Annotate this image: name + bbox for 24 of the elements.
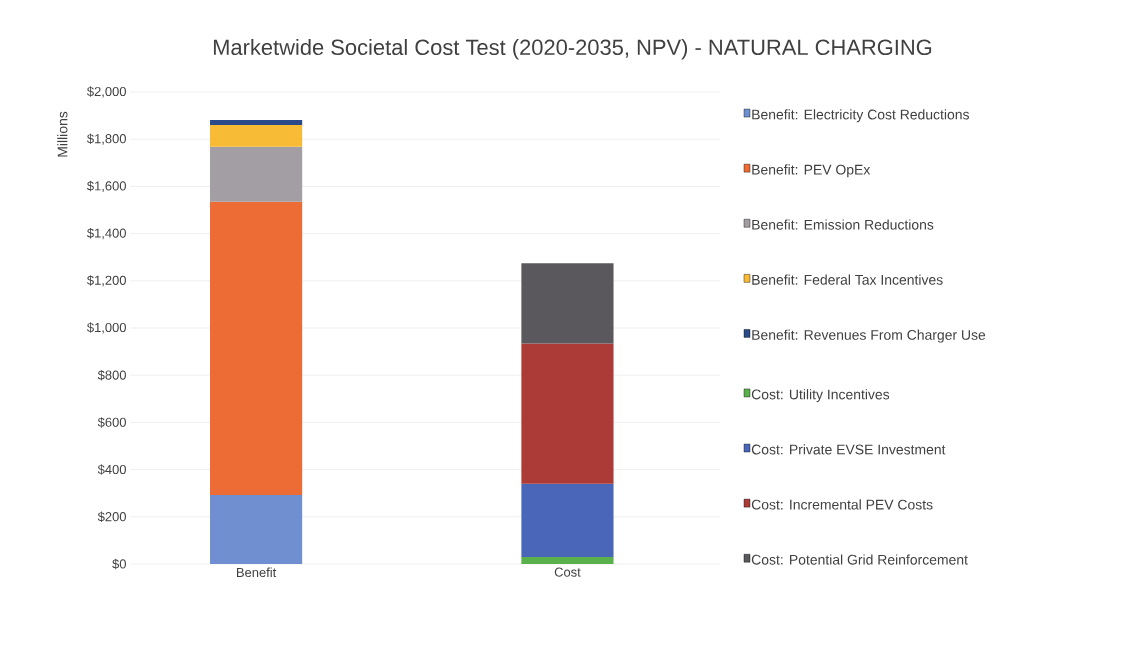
legend-label: Benefit: Revenues From Charger Use [752,329,986,343]
y-tick-label: $1,000 [87,322,126,334]
y-tick-label: $600 [97,417,126,428]
legend-label: Benefit: PEV OpEx [752,164,871,178]
legend-label: Cost: Utility Incentives [751,389,890,403]
x-tick-label: Cost [554,567,581,577]
y-tick-label: $1,600 [87,180,126,193]
legend-label: Benefit: Electricity Cost Reductions [752,109,969,123]
legend-label: Cost: Incremental PEV Costs [751,499,933,510]
y-tick-label: $2,000 [87,86,126,98]
y-tick-label: $0 [112,558,126,570]
y-axis-title: Millions [57,111,68,157]
legend-label: Benefit: Federal Tax Incentives [752,274,943,285]
y-tick-label: $800 [97,369,126,381]
y-tick-label: $400 [97,464,126,475]
legend-label: Benefit: Emission Reductions [752,219,934,230]
y-tick-label: $200 [97,511,126,523]
y-tick-label: $1,400 [87,227,126,240]
y-tick-label: $1,200 [87,275,126,287]
y-tick-label: $1,800 [87,133,126,145]
legend-label: Cost: Potential Grid Reinforcement [751,554,968,565]
legend-label: Cost: Private EVSE Investment [751,444,946,455]
x-tick-label: Benefit [237,567,277,578]
chart-title: Marketwide Societal Cost Test (2020-2035, NPV) - NATURAL CHARGING [213,38,932,60]
